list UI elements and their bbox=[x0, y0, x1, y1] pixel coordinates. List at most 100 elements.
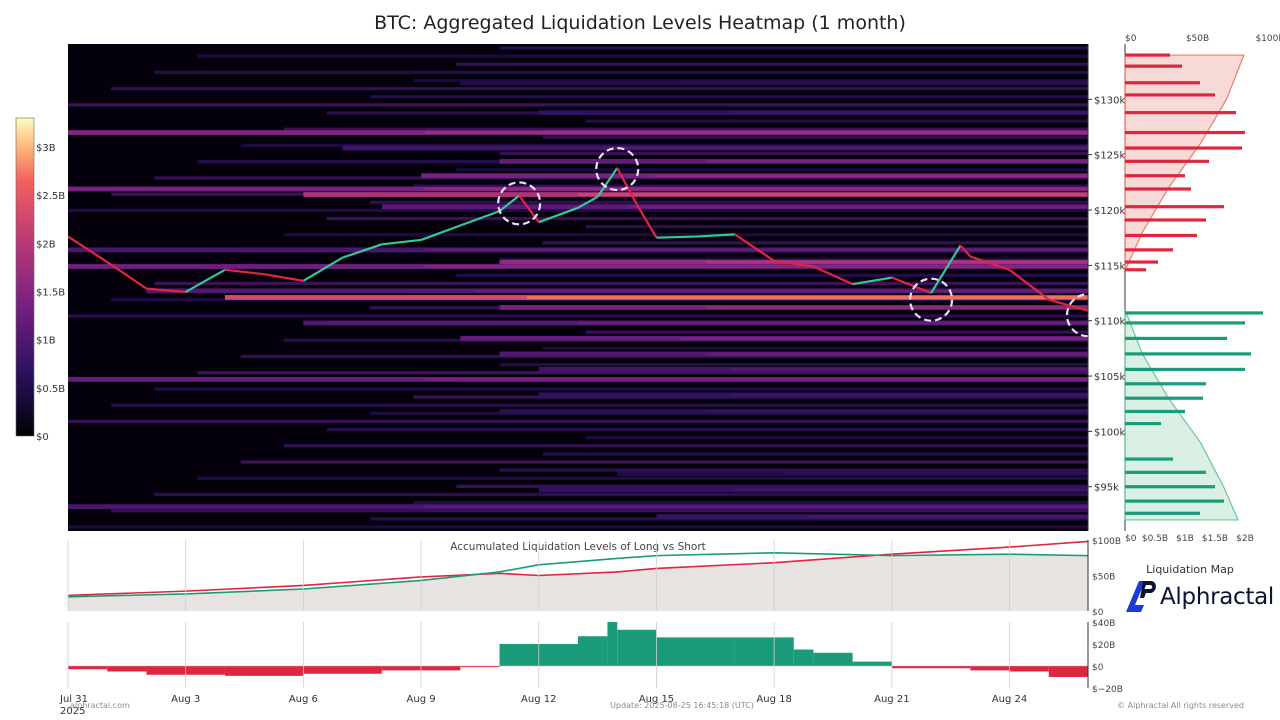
heatmap-cell-row bbox=[370, 200, 1088, 204]
difference-area-step bbox=[656, 637, 735, 666]
difference-area-step bbox=[68, 666, 108, 670]
price-candle-segment bbox=[263, 273, 304, 282]
heatmap-cell-row bbox=[68, 419, 1088, 424]
price-candle-segment bbox=[959, 244, 972, 258]
price-candle-segment bbox=[577, 195, 599, 209]
heatmap-cell-row bbox=[197, 476, 1088, 480]
heatmap-cell-row bbox=[585, 330, 1088, 334]
price-candle-segment bbox=[498, 194, 520, 212]
price-candle-segment bbox=[224, 268, 265, 276]
difference-area-step bbox=[1009, 666, 1049, 672]
colorbar-tick-label: $1B bbox=[36, 336, 56, 347]
price-candle-segment bbox=[1008, 268, 1050, 301]
difference-y-tick-label: $0 bbox=[1092, 663, 1104, 673]
long-liquidation-bar bbox=[1125, 457, 1173, 461]
brand-logo: Alphractal bbox=[1124, 578, 1280, 618]
difference-area-step bbox=[813, 652, 853, 666]
difference-y-tick-label: $−20B bbox=[1092, 685, 1123, 695]
liquidation-map-bottom-tick-label: $0.5B bbox=[1142, 534, 1168, 544]
heatmap-y-tick-label: $120k bbox=[1094, 206, 1125, 217]
footer-center: Update: 2025-08-25 16:45:18 (UTC) bbox=[610, 701, 754, 710]
heatmap-band-core bbox=[705, 352, 1088, 356]
heatmap-cell-row bbox=[499, 257, 1088, 261]
heatmap-cell-row bbox=[283, 127, 1088, 131]
x-axis: Jul 31 Aug 3 Aug 6 Aug 9 Aug 12 Aug 15 Aug 18 A… bbox=[59, 540, 1027, 717]
heatmap-cell-row bbox=[240, 460, 1088, 464]
x-tick-label: Aug 24 bbox=[992, 694, 1027, 705]
heatmap-band-core bbox=[731, 368, 1088, 371]
short-liquidation-bar bbox=[1125, 130, 1245, 135]
heatmap-cell-row bbox=[542, 452, 1088, 456]
heatmap-cell-row bbox=[499, 363, 1088, 367]
x-tick-label: Aug 9 bbox=[407, 694, 436, 705]
colorbar: $0 $0.5B $1B $1.5B $2B $2.5B $3B bbox=[15, 117, 65, 443]
x-tick-label: Aug 6 bbox=[289, 694, 318, 705]
heatmap-band-core bbox=[629, 205, 1088, 209]
long-liquidation-bar bbox=[1125, 367, 1245, 372]
long-accumulated-line bbox=[67, 551, 1089, 598]
heatmap-cell-row bbox=[542, 241, 1088, 245]
difference-area-step bbox=[734, 637, 775, 666]
heatmap-band-core bbox=[527, 296, 1088, 299]
heatmap-cell-row bbox=[370, 95, 1088, 99]
short-liquidation-bar bbox=[1125, 64, 1182, 68]
heatmap-band-core bbox=[807, 515, 1088, 519]
highlight-circle bbox=[908, 277, 954, 322]
short-liquidation-bar bbox=[1125, 93, 1215, 97]
x-tick-label: Aug 18 bbox=[756, 694, 791, 705]
liquidation-map-bottom-tick-label: $2B bbox=[1236, 534, 1254, 544]
heatmap-band-core bbox=[425, 131, 1088, 134]
price-candle-segment bbox=[695, 233, 735, 238]
difference-plot: $40B $20B $0 $−20B bbox=[68, 619, 1123, 695]
colorbar-tick-label: $0 bbox=[36, 432, 49, 443]
short-liquidation-bar bbox=[1125, 81, 1200, 85]
difference-area-step bbox=[107, 666, 147, 672]
accumulated-fill bbox=[68, 554, 1088, 611]
footer-left: alphractal.com bbox=[70, 701, 130, 710]
heatmap-cell-row bbox=[542, 135, 1088, 139]
heatmap-band-core bbox=[705, 260, 1088, 264]
heatmap-cell-row bbox=[154, 281, 1088, 286]
price-candle-segment bbox=[381, 238, 422, 246]
colorbar-tick-label: $0.5B bbox=[36, 384, 65, 395]
heatmap-cell-row bbox=[499, 151, 1088, 156]
liquidation-map-plot: $0 $50B $100B $0 $0.5B $1B $1.5B $2B bbox=[1124, 34, 1280, 544]
heatmap-cell-row bbox=[326, 216, 1088, 221]
heatmap-y-tick-label: $125k bbox=[1094, 151, 1125, 162]
heatmap-y-tick-label: $100k bbox=[1094, 427, 1125, 438]
difference-area-step bbox=[303, 666, 382, 674]
x-tick-label: Aug 3 bbox=[171, 694, 200, 705]
long-liquidation-bar bbox=[1125, 321, 1245, 325]
heatmap-cell-row bbox=[456, 484, 1088, 488]
short-liquidation-bar bbox=[1125, 260, 1158, 264]
heatmap-band-core bbox=[578, 321, 1088, 325]
short-accumulated-line bbox=[67, 540, 1089, 597]
heatmap-cell-row bbox=[283, 444, 1088, 448]
heatmap-cell-row bbox=[68, 208, 1088, 212]
heatmap-cell-row bbox=[154, 492, 1088, 497]
short-liquidation-bar bbox=[1125, 205, 1224, 209]
x-tick-label: Aug 21 bbox=[874, 694, 909, 705]
heatmap-band-core bbox=[425, 505, 1088, 509]
heatmap-cell-row bbox=[154, 387, 1088, 391]
heatmap-cell-row bbox=[68, 314, 1088, 318]
long-liquidation-bar bbox=[1125, 311, 1263, 315]
colorbar-gradient bbox=[15, 117, 35, 437]
heatmap-band-core bbox=[425, 265, 1088, 268]
price-candle-segment bbox=[146, 287, 186, 294]
heatmap-band-core bbox=[705, 306, 1088, 309]
heatmap-cell-row bbox=[111, 87, 1088, 91]
difference-area-step bbox=[607, 622, 618, 666]
heatmap-cell-row bbox=[542, 346, 1088, 350]
liquidation-map-top-tick-label: $50B bbox=[1186, 34, 1209, 44]
price-candle-segment bbox=[969, 255, 1010, 271]
heatmap-cell-row bbox=[456, 273, 1088, 277]
liquidation-map-label: Liquidation Map bbox=[1146, 563, 1234, 576]
heatmap-cell-row bbox=[68, 525, 1088, 529]
liquidation-map-top-tick-label: $100B bbox=[1255, 34, 1280, 44]
long-liquidation-bar bbox=[1125, 409, 1185, 414]
long-liquidation-bar bbox=[1125, 470, 1206, 474]
price-candle-segment bbox=[734, 233, 775, 262]
price-candle-segment bbox=[1048, 298, 1088, 312]
